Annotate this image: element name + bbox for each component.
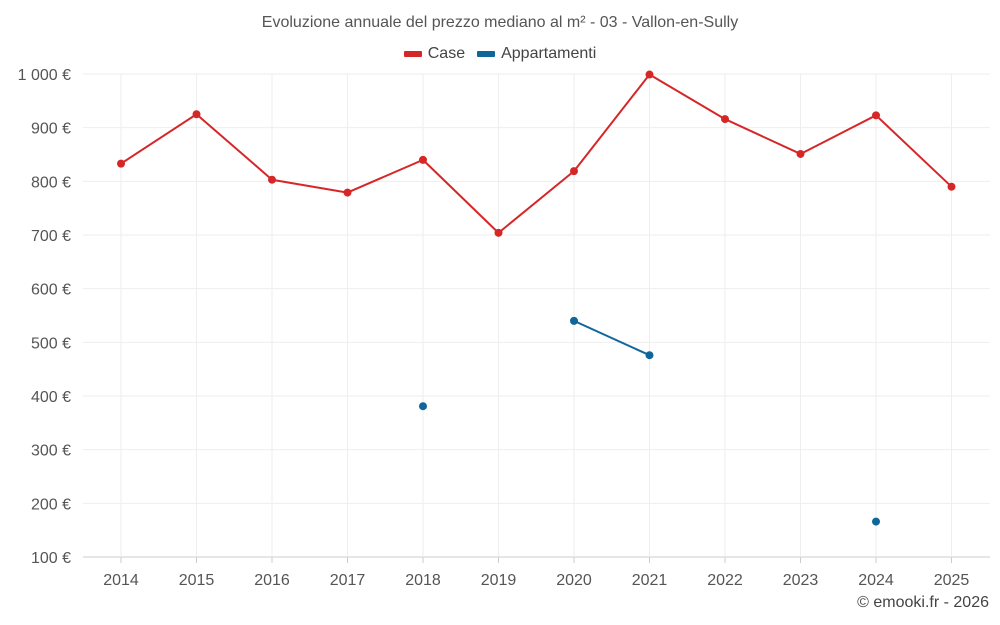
series-line-appartamenti [573,319,651,357]
data-point-case[interactable] [117,159,125,168]
x-tick-label: 2025 [934,572,970,589]
y-tick-label: 200 € [31,496,71,513]
y-tick-label: 300 € [31,443,71,460]
x-tick-label: 2016 [254,572,290,589]
series-line-case [648,73,726,121]
data-point-appartamenti[interactable] [570,316,578,325]
data-point-appartamenti[interactable] [872,517,880,526]
series-line-case [422,158,500,234]
x-tick-label: 2023 [783,572,819,589]
data-point-case[interactable] [796,149,805,158]
legend-item-case[interactable]: Case [403,45,466,63]
data-point-case[interactable] [343,188,352,197]
x-tick-label: 2017 [330,572,366,589]
data-point-appartamenti[interactable] [645,351,654,360]
series-line-case [195,113,273,181]
chart-title: Evoluzione annuale del prezzo mediano al… [261,14,739,31]
series-line-case [346,158,424,194]
series-line-case [497,170,575,234]
x-tick-label: 2014 [103,572,139,589]
y-tick-label: 1 000 € [18,67,71,84]
data-point-case[interactable] [419,155,427,164]
data-point-case[interactable] [645,70,654,79]
legend-swatch-appartamenti [477,51,496,57]
credit-text: © emooki.fr - 2026 [857,594,989,611]
legend-label-appartamenti: Appartamenti [501,45,597,62]
series-line-case [875,114,953,188]
data-point-case[interactable] [494,228,503,237]
legend-item-appartamenti[interactable]: Appartamenti [477,45,596,63]
data-point-case[interactable] [192,110,201,119]
series-line-case [271,178,349,194]
series-line-case [573,73,651,173]
y-tick-label: 600 € [31,282,71,299]
x-tick-label: 2018 [405,572,441,589]
series-line-case [799,114,877,155]
legend-label-case: Case [427,45,466,62]
x-tick-label: 2020 [556,572,592,589]
y-tick-label: 400 € [31,389,71,406]
data-point-case[interactable] [570,167,578,176]
y-tick-label: 900 € [31,121,71,138]
data-point-case[interactable] [872,111,880,120]
legend-swatch-case [403,51,422,57]
x-tick-label: 2015 [179,572,215,589]
y-tick-label: 100 € [31,550,71,567]
x-tick-label: 2021 [632,572,668,589]
series-line-case [724,118,802,155]
data-point-case[interactable] [721,115,729,124]
data-point-case[interactable] [268,175,276,184]
series-line-case [120,113,198,165]
y-tick-label: 700 € [31,228,71,245]
x-tick-label: 2019 [481,572,517,589]
x-tick-label: 2024 [858,572,894,589]
y-tick-label: 800 € [31,174,71,191]
y-tick-label: 500 € [31,335,71,352]
legend: Case Appartamenti [0,45,1000,63]
data-point-case[interactable] [947,182,956,191]
data-point-appartamenti[interactable] [419,402,427,411]
x-tick-label: 2022 [707,572,743,589]
